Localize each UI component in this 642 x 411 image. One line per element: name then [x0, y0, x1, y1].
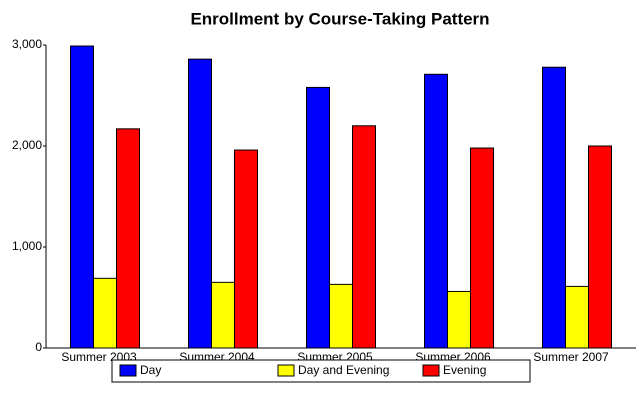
- bar: [306, 86, 330, 349]
- legend-swatch: [277, 364, 295, 377]
- bar: [424, 73, 448, 349]
- bar: [116, 128, 140, 349]
- bar: [329, 283, 353, 349]
- chart-title: Enrollment by Course-Taking Pattern: [190, 9, 489, 28]
- legend-label: Evening: [443, 363, 486, 377]
- bar: [234, 149, 258, 349]
- bar: [93, 277, 117, 349]
- legend-label: Day: [140, 363, 161, 377]
- bar: [565, 285, 589, 349]
- y-tick-label: 3,000: [12, 37, 42, 51]
- bar: [70, 45, 94, 349]
- legend-label: Day and Evening: [298, 363, 389, 377]
- bar: [188, 58, 212, 349]
- y-tick-label: 1,000: [12, 239, 42, 253]
- bar: [352, 125, 376, 349]
- x-tick-label: Summer 2007: [533, 350, 609, 364]
- bar: [447, 290, 471, 349]
- bar: [542, 66, 566, 349]
- y-tick-label: 0: [35, 340, 42, 354]
- y-tick-label: 2,000: [12, 138, 42, 152]
- bar: [470, 147, 494, 349]
- bar: [588, 145, 612, 349]
- legend-swatch: [119, 364, 137, 377]
- bar: [211, 281, 235, 349]
- legend-swatch: [422, 364, 440, 377]
